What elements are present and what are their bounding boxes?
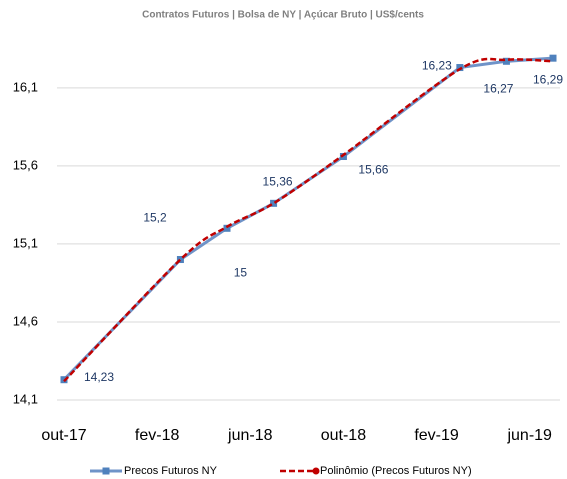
x-tick-label: out-18 (321, 427, 366, 444)
y-tick-label: 14,6 (13, 313, 38, 328)
marker (270, 199, 278, 207)
x-tick-label: fev-18 (135, 427, 180, 444)
marker (456, 64, 464, 72)
data-label: 15,2 (143, 210, 167, 224)
data-label: 16,23 (422, 59, 452, 73)
data-label: 14,23 (84, 370, 114, 384)
marker (339, 153, 347, 161)
marker (549, 54, 557, 62)
y-tick-label: 15,1 (13, 235, 38, 250)
legend-swatch (312, 467, 320, 475)
legend-label: Polinômio (Precos Futuros NY) (320, 465, 472, 477)
data-label: 15 (234, 266, 248, 280)
series-line (62, 56, 554, 381)
data-label: 15,66 (358, 163, 388, 177)
marker (176, 256, 184, 264)
data-label: 15,36 (263, 175, 293, 189)
x-tick-label: out-17 (41, 427, 86, 444)
x-tick-label: fev-19 (414, 427, 459, 444)
data-label: 16,27 (483, 81, 513, 95)
x-tick-label: jun-19 (506, 427, 552, 444)
legend-label: Precos Futuros NY (124, 465, 218, 477)
chart-subtitle: Contratos Futuros | Bolsa de NY | Açúcar… (142, 10, 424, 21)
marker (502, 57, 510, 65)
legend-swatch (102, 467, 110, 475)
y-tick-label: 15,6 (13, 157, 38, 172)
data-label: 16,29 (533, 72, 563, 86)
y-tick-label: 14,1 (13, 391, 38, 406)
trend-line (63, 57, 554, 383)
y-tick-label: 16,1 (13, 79, 38, 94)
marker (223, 224, 231, 232)
x-tick-label: jun-18 (227, 427, 273, 444)
